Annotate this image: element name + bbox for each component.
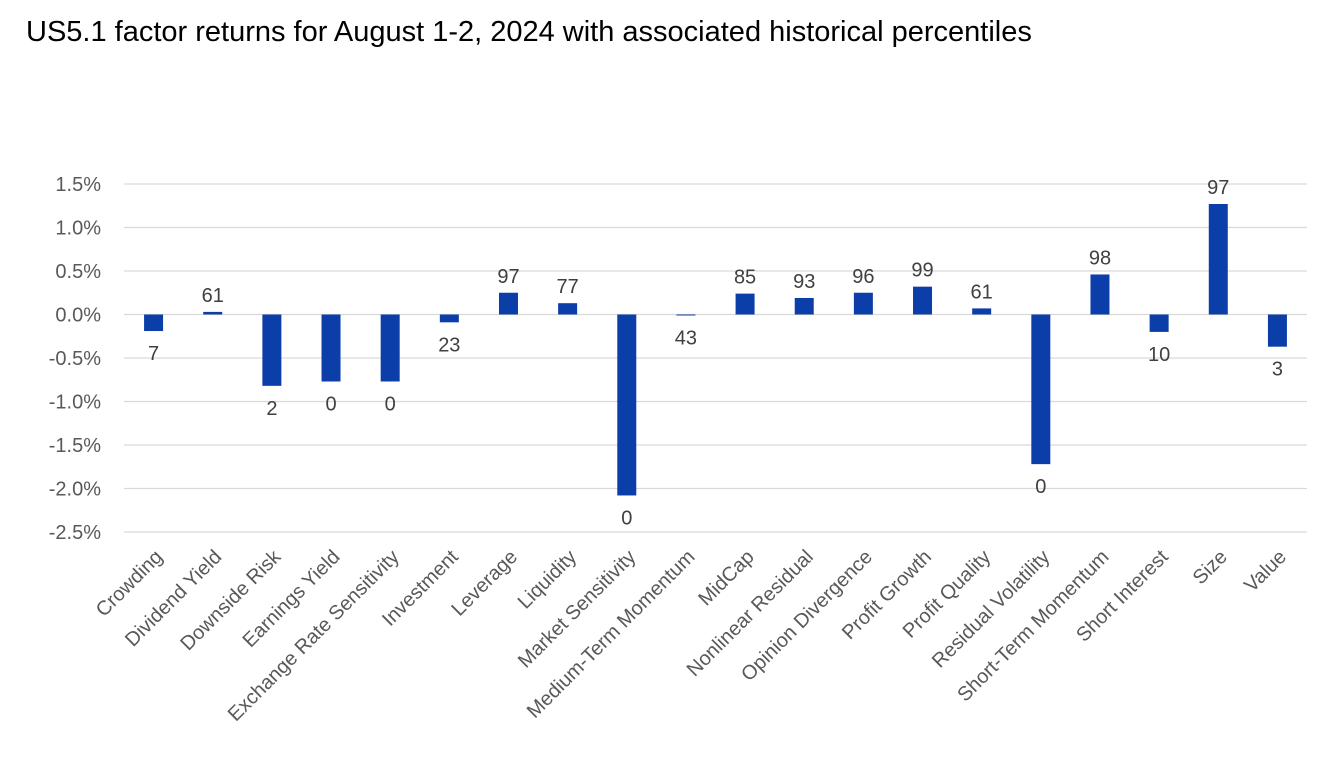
data-label: 10 <box>1148 344 1170 366</box>
x-category-label: Leverage <box>447 546 522 621</box>
bar <box>439 314 459 323</box>
bar <box>262 314 282 386</box>
y-tick-label: 0.5% <box>55 261 101 283</box>
data-label: 7 <box>148 343 159 365</box>
data-label: 0 <box>325 393 336 415</box>
bar <box>913 286 933 315</box>
y-axis-tick-labels: 1.5% 1.0% 0.5% 0.0% -0.5% -1.0% -1.5% -2.0% -2.5… <box>49 174 101 544</box>
bar <box>617 314 637 496</box>
y-tick-label: -1.5% <box>49 435 101 457</box>
data-label: 0 <box>1035 476 1046 498</box>
data-label: 99 <box>911 260 933 282</box>
data-labels: 7 61 2 0 0 23 97 77 0 43 85 93 96 99 61 0 98 10 97 3 <box>148 177 1283 529</box>
y-tick-label: -2.0% <box>49 479 101 501</box>
data-label: 93 <box>793 271 815 293</box>
y-tick-label: 0.0% <box>55 305 101 327</box>
bar <box>558 303 578 315</box>
y-tick-label: -0.5% <box>49 348 101 370</box>
bars <box>144 204 1287 496</box>
x-category-label: Size <box>1189 546 1232 589</box>
y-tick-label: -2.5% <box>49 522 101 544</box>
data-label: 2 <box>266 398 277 420</box>
data-label: 0 <box>385 393 396 415</box>
y-tick-label: 1.5% <box>55 174 101 196</box>
bar <box>203 311 223 315</box>
bar <box>498 292 518 315</box>
data-label: 43 <box>675 327 697 349</box>
data-label: 85 <box>734 267 756 289</box>
data-label: 3 <box>1272 359 1283 381</box>
data-label: 0 <box>621 507 632 529</box>
data-label: 61 <box>202 285 224 307</box>
bar <box>1031 314 1051 465</box>
y-tick-label: 1.0% <box>55 218 101 240</box>
data-label: 97 <box>1207 177 1229 199</box>
data-label: 98 <box>1089 247 1111 269</box>
bar <box>1208 204 1228 315</box>
bar <box>1267 314 1287 347</box>
bar <box>144 314 164 332</box>
y-tick-label: -1.0% <box>49 392 101 414</box>
bar <box>972 308 992 315</box>
bar <box>735 293 755 315</box>
bar <box>676 314 696 316</box>
bar <box>380 314 400 382</box>
chart-title: US5.1 factor returns for August 1-2, 202… <box>26 16 1032 48</box>
bar <box>1149 314 1169 332</box>
data-label: 96 <box>852 266 874 288</box>
data-label: 77 <box>557 276 579 298</box>
bar <box>794 297 814 315</box>
x-category-label: Downside Risk <box>176 545 286 655</box>
data-label: 61 <box>971 281 993 303</box>
bar <box>321 314 341 382</box>
bar <box>853 292 873 315</box>
bar <box>1090 274 1110 315</box>
gridlines <box>124 183 1307 533</box>
x-category-label: Value <box>1240 546 1291 597</box>
data-label: 23 <box>438 334 460 356</box>
data-label: 97 <box>497 266 519 288</box>
